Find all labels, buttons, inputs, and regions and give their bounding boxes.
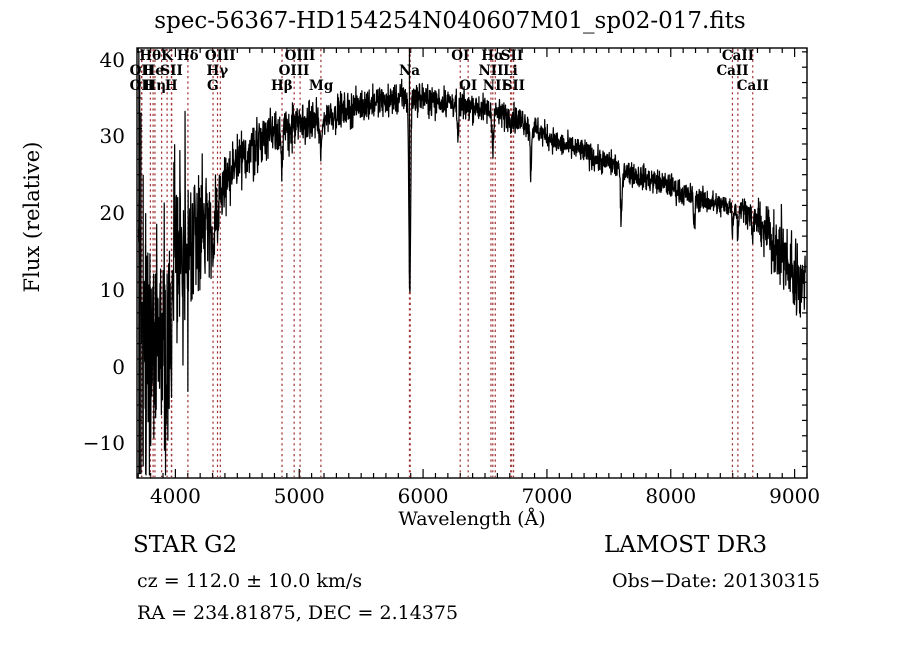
spectral-line-label: OIII bbox=[204, 48, 236, 64]
x-tick-label: 5000 bbox=[273, 484, 325, 508]
x-tick-label: 7000 bbox=[521, 484, 573, 508]
spectral-line-label: OI bbox=[459, 78, 478, 94]
spectral-line-label: He bbox=[142, 63, 164, 79]
spectral-line-label: OIII bbox=[278, 63, 310, 79]
footer-obs-date: Obs−Date: 20130315 bbox=[612, 570, 820, 592]
spectral-line-label: SII bbox=[160, 63, 183, 79]
spectral-line-label: OII bbox=[129, 63, 154, 79]
footer-cz: cz = 112.0 ± 10.0 km/s bbox=[137, 570, 363, 592]
spectral-line-label: Hα bbox=[481, 48, 505, 64]
spectral-line-label: Hδ bbox=[176, 48, 199, 64]
spectral-line-label: NII bbox=[482, 78, 508, 94]
spectral-line-label: Mg bbox=[308, 78, 334, 94]
footer-object-type: STAR G2 bbox=[133, 532, 238, 558]
spectral-line-label: NII bbox=[478, 63, 504, 79]
y-tick-label: 40 bbox=[99, 47, 125, 72]
spectral-line-label: CaII bbox=[716, 63, 749, 79]
x-tick-label: 9000 bbox=[769, 484, 821, 508]
spectral-line-label: OI bbox=[451, 48, 470, 64]
x-tick-label: 6000 bbox=[397, 484, 449, 508]
x-tick-label: 8000 bbox=[645, 484, 697, 508]
spectral-line-label: SII bbox=[502, 78, 525, 94]
spectral-line-label: K bbox=[161, 48, 173, 64]
x-axis-label: Wavelength (Å) bbox=[398, 508, 546, 530]
spectral-line-label: Hη bbox=[143, 78, 167, 94]
spectral-line-label: Hθ bbox=[139, 48, 162, 64]
page-title: spec-56367-HD154254N040607M01_sp02-017.f… bbox=[154, 8, 746, 34]
footer-survey: LAMOST DR3 bbox=[604, 532, 768, 558]
spectral-line-label: Li bbox=[503, 63, 518, 79]
y-axis-label: Flux (relative) bbox=[20, 141, 44, 293]
spectral-line-label: Hβ bbox=[271, 78, 293, 94]
y-tick-label: 20 bbox=[99, 201, 125, 226]
spectral-line-label: SII bbox=[500, 48, 524, 64]
spectral-line-label: OII bbox=[129, 78, 154, 94]
footer-coords: RA = 234.81875, DEC = 2.14375 bbox=[137, 602, 459, 624]
y-tick-label: 0 bbox=[112, 354, 125, 379]
spectral-line-label: Na bbox=[398, 63, 421, 79]
x-tick-label: 4000 bbox=[149, 484, 201, 508]
spectral-line-label: OIII bbox=[284, 48, 316, 64]
y-tick-label: −10 bbox=[82, 431, 125, 456]
spectral-line-label: Hγ bbox=[206, 63, 229, 79]
spectral-line-label: G bbox=[207, 78, 219, 94]
y-tick-label: 10 bbox=[99, 277, 125, 302]
spectral-line-label: CaII bbox=[736, 78, 769, 94]
y-tick-label: 30 bbox=[99, 124, 125, 149]
spectral-line-label: H bbox=[164, 78, 178, 94]
spectral-line-label: CaII bbox=[721, 48, 755, 64]
